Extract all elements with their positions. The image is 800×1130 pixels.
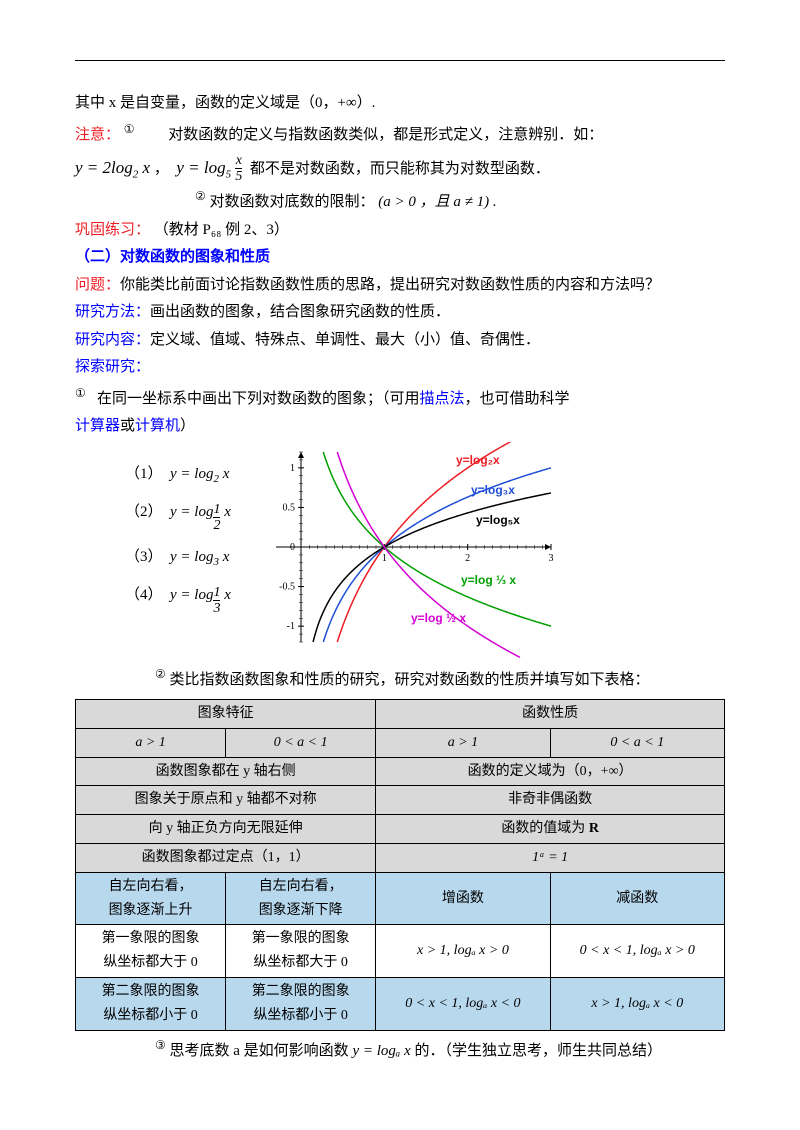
practice-text: （教材 P₆₈ 例 2、3） — [154, 222, 289, 238]
method-block: 研究方法：画出函数的图象，结合图象研究函数的性质． — [75, 300, 725, 326]
log-graph: 1 2 3 -1 -0.5 0 0.5 1 y=log₂x y=log₃x y=log₅x y=log… — [241, 442, 561, 662]
note-text-2a: 对数函数对底数的限制： — [210, 194, 375, 210]
practice: 巩固练习： （教材 P₆₈ 例 2、3） — [75, 218, 725, 244]
condition: (a > 0 ，且 a ≠ 1) . — [378, 194, 496, 210]
explore-1-cont: 计算器或计算机） — [75, 414, 725, 440]
question-block: 问题：你能类比前面讨论指数函数性质的思路，提出研究对数函数性质的内容和方法吗？ — [75, 273, 725, 299]
question-label: 问题： — [75, 277, 120, 293]
svg-text:0: 0 — [290, 542, 295, 553]
section-title: （二）对数函数的图象和性质 — [75, 245, 725, 271]
header-rule — [75, 60, 725, 61]
svg-text:3: 3 — [548, 553, 553, 564]
svg-text:y=log₃x: y=log₃x — [471, 483, 515, 497]
th-prop: 函数性质 — [376, 700, 725, 729]
svg-text:-0.5: -0.5 — [279, 581, 295, 592]
note-text-1a: 对数函数的定义与指数函数类似，都是形式定义，注意辨别．如： — [168, 127, 603, 143]
method-text: 画出函数的图象，结合图象研究函数的性质． — [150, 304, 450, 320]
explore-1: ① 在同一坐标系中画出下列对数函数的图象；（可用描点法，也可借助科学 — [75, 383, 725, 413]
svg-text:2: 2 — [465, 553, 470, 564]
svg-text:0.5: 0.5 — [282, 502, 295, 513]
method-label: 研究方法： — [75, 304, 150, 320]
note-label: 注意： — [75, 127, 120, 143]
practice-label: 巩固练习： — [75, 222, 150, 238]
sep: ， — [154, 161, 169, 177]
circled-2: ② — [195, 189, 206, 203]
cell: 自左向右看，图象逐渐上升 — [76, 872, 226, 925]
question-text: 你能类比前面讨论指数函数性质的思路，提出研究对数函数性质的内容和方法吗？ — [120, 277, 660, 293]
note-2: ② 对数函数对底数的限制： (a > 0 ，且 a ≠ 1) . — [195, 186, 725, 216]
intro-text: 其中 x 是自变量，函数的定义域是（0，+∞）. — [75, 91, 725, 117]
properties-table: 图象特征函数性质 a > 10 < a < 1a > 10 < a < 1 函数… — [75, 699, 725, 1031]
th-image: 图象特征 — [76, 700, 376, 729]
svg-text:1: 1 — [290, 462, 295, 473]
note-block: 注意： ① 对数函数的定义与指数函数类似，都是形式定义，注意辨别．如： — [75, 119, 725, 149]
circled-1: ① — [124, 122, 135, 136]
line-3: ③ 思考底数 a 是如何影响函数 y = logₐ x 的．（学生独立思考，师生… — [155, 1035, 725, 1065]
svg-text:1: 1 — [382, 553, 387, 564]
svg-text:y=log ⅓ x: y=log ⅓ x — [461, 573, 516, 587]
svg-text:y=log₅x: y=log₅x — [476, 513, 520, 527]
svg-text:y=log₂x: y=log₂x — [456, 453, 500, 467]
content-block: 研究内容：定义域、值域、特殊点、单调性、最大（小）值、奇偶性． — [75, 328, 725, 354]
svg-text:y=log ½ x: y=log ½ x — [411, 611, 466, 625]
content-text: 定义域、值域、特殊点、单调性、最大（小）值、奇偶性． — [150, 332, 540, 348]
line-2: ② 类比指数函数图象和性质的研究，研究对数函数的性质并填写如下表格： — [155, 664, 725, 694]
explore-block: 探索研究： — [75, 355, 725, 381]
explore-label: 探索研究： — [75, 359, 150, 375]
note-text-1b: 都不是对数函数，而只能称其为对数型函数． — [250, 161, 550, 177]
equation-list: （1） y = log2 x （2） y = log12 x （3） y = l… — [125, 450, 231, 662]
equation-line: y = 2log2 x ， y = log5 x5 都不是对数函数，而只能称其为… — [75, 154, 725, 184]
svg-text:-1: -1 — [287, 621, 295, 632]
circled-1b: ① — [75, 386, 86, 400]
content-label: 研究内容： — [75, 332, 150, 348]
